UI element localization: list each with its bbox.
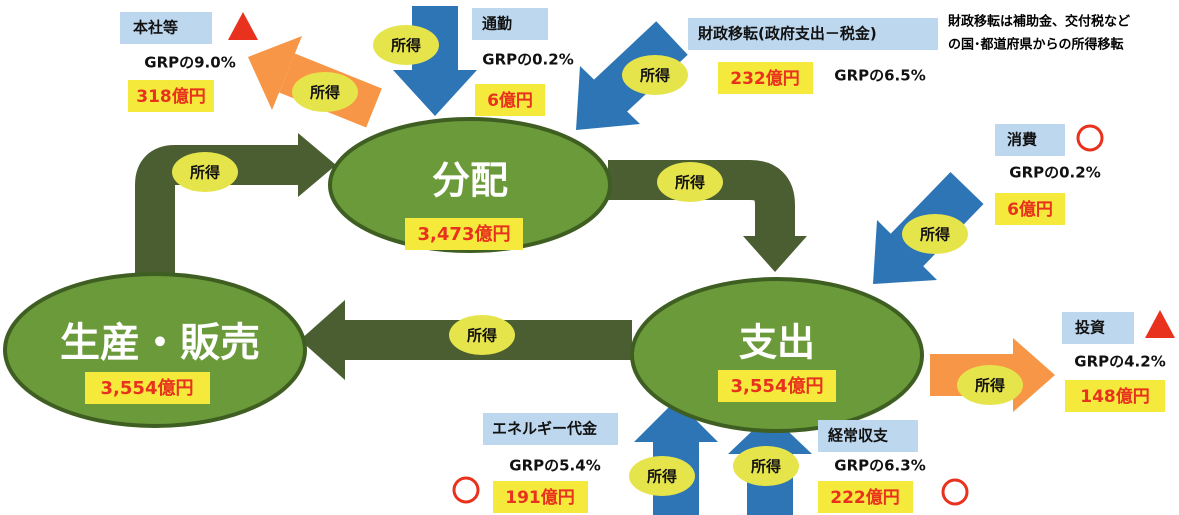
flow-label: 所得 <box>467 327 497 345</box>
arrowhead <box>393 70 477 116</box>
item-label: エネルギー代金 <box>492 420 598 438</box>
oval <box>449 315 515 355</box>
oval <box>172 152 238 192</box>
value-box <box>85 372 210 404</box>
value-box <box>718 62 813 94</box>
arrowhead <box>634 400 718 442</box>
main-arrowheads <box>298 133 807 380</box>
item-share: GRPの5.4% <box>509 457 600 475</box>
nodes <box>3 117 924 433</box>
arrowhead <box>743 236 807 272</box>
oval <box>629 456 695 496</box>
income-ovals <box>172 25 1023 496</box>
arrowhead <box>248 36 302 110</box>
value-box <box>405 218 523 250</box>
circle-marker <box>452 476 480 504</box>
label-box <box>1062 312 1134 344</box>
item-value: 6億円 <box>487 90 533 111</box>
value-box <box>1065 380 1165 412</box>
flow-label: 所得 <box>640 67 670 85</box>
oval <box>902 214 968 254</box>
item-value: 6億円 <box>1007 199 1053 220</box>
label-box <box>120 12 212 44</box>
orange-arrowheads <box>248 36 1055 412</box>
item-share: GRPの6.3% <box>834 457 925 475</box>
node-shape <box>3 272 307 428</box>
arrowhead <box>1013 338 1055 412</box>
item-share: GRPの0.2% <box>482 51 573 69</box>
oval <box>657 162 723 202</box>
oval <box>622 55 688 95</box>
arrow <box>608 160 795 238</box>
label-box <box>472 8 548 40</box>
blue-arrowheads <box>393 66 937 454</box>
item-label: 消費 <box>1007 131 1037 149</box>
flow-label: 所得 <box>190 164 220 182</box>
label-box <box>818 420 918 452</box>
item-value: 318億円 <box>136 86 206 107</box>
label-boxes <box>120 8 1134 452</box>
circle-marker <box>1076 124 1104 152</box>
value-boxes <box>128 62 1165 513</box>
item-share: GRPの0.2% <box>1009 164 1100 182</box>
node-value: 3,554億円 <box>101 377 194 399</box>
oval <box>373 25 439 65</box>
item-value: 222億円 <box>830 487 900 508</box>
oval <box>292 72 358 112</box>
triangle-marker <box>1145 310 1175 338</box>
triangle-marker <box>228 12 258 40</box>
arrowhead <box>728 414 812 454</box>
flow-label: 所得 <box>751 458 781 476</box>
value-box <box>718 370 836 402</box>
flow-label: 所得 <box>920 226 950 244</box>
label-box <box>995 124 1065 156</box>
circle-marker <box>941 478 969 506</box>
arrowhead <box>300 300 345 380</box>
label-box <box>688 18 938 50</box>
circle-markers <box>452 124 1104 506</box>
label-box <box>483 413 618 445</box>
value-box <box>995 193 1065 225</box>
item-label: 本社等 <box>133 19 178 37</box>
item-label: 通勤 <box>482 15 512 33</box>
node-shape <box>630 277 924 433</box>
item-value: 191億円 <box>505 487 575 508</box>
item-value: 148億円 <box>1080 386 1150 407</box>
flow-label: 所得 <box>975 377 1005 395</box>
node-label: 支出 <box>739 321 815 365</box>
arrowhead <box>576 66 640 130</box>
item-share: GRPの4.2% <box>1074 353 1165 371</box>
flow-label: 所得 <box>310 84 340 102</box>
value-box <box>128 80 214 112</box>
item-value: 232億円 <box>730 68 800 89</box>
node-label: 分配 <box>432 159 508 203</box>
oval <box>957 365 1023 405</box>
arrowhead <box>873 220 937 284</box>
item-share: GRPの9.0% <box>144 54 235 72</box>
item-share: GRPの6.5% <box>834 67 925 85</box>
value-box <box>475 84 545 116</box>
value-box <box>493 481 588 513</box>
item-label: 投資 <box>1075 319 1105 337</box>
node-value: 3,554億円 <box>731 375 824 397</box>
node-value: 3,473億円 <box>418 223 511 245</box>
node-shape <box>328 117 612 253</box>
node-label: 生産・販売 <box>60 320 260 366</box>
value-box <box>818 481 913 513</box>
flow-label: 所得 <box>391 37 421 55</box>
flow-label: 所得 <box>647 468 677 486</box>
item-label: 経常収支 <box>828 427 889 445</box>
item-label: 財政移転(政府支出－税金) <box>697 25 877 43</box>
note-line: の国･都道府県からの所得移転 <box>948 37 1124 53</box>
note-line: 財政移転は補助金、交付税など <box>947 14 1130 30</box>
arrowhead <box>298 133 336 197</box>
flow-label: 所得 <box>675 174 705 192</box>
oval <box>733 446 799 486</box>
